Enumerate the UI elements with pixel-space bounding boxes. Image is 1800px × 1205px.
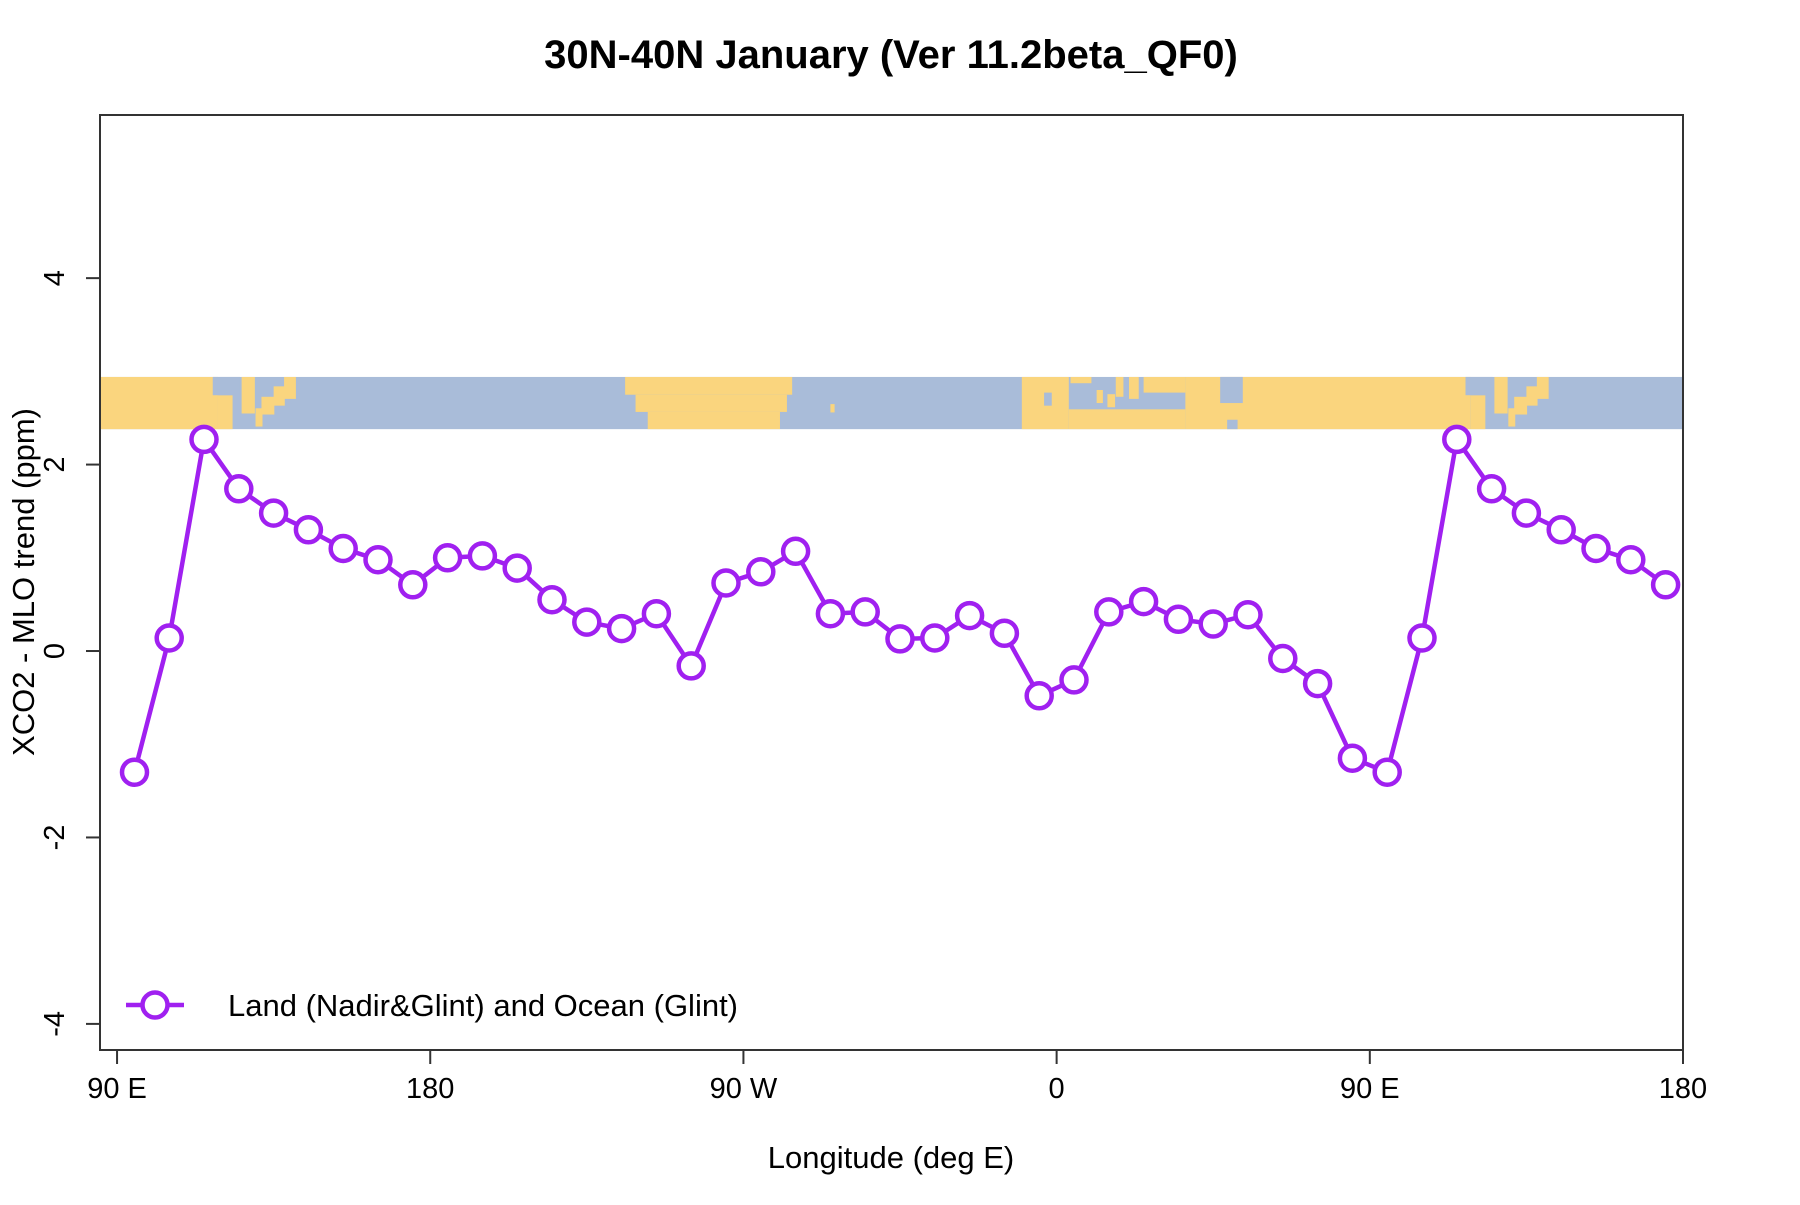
data-point-marker (606, 613, 637, 644)
legend: Land (Nadir&Glint) and Ocean (Glint) (126, 988, 738, 1023)
data-point-marker (815, 598, 846, 629)
data-point-marker (1128, 586, 1159, 617)
data-point-marker (189, 424, 219, 455)
data-point-marker (1024, 681, 1054, 711)
chart-title: 30N-40N January (Ver 11.2beta_QF0) (544, 33, 1238, 77)
map-band (100, 376, 1683, 430)
data-point-marker (467, 541, 498, 571)
map-band-land (1107, 394, 1116, 408)
data-point-marker (1163, 604, 1194, 635)
data-point-marker (1233, 599, 1263, 630)
data-point-marker (502, 553, 532, 583)
map-band-land (273, 386, 285, 406)
data-point-marker (885, 624, 915, 654)
data-point-marker (1442, 424, 1472, 455)
map-band-land (1143, 376, 1186, 393)
x-tick-label: 90 E (1340, 1073, 1400, 1105)
data-point-marker (1302, 668, 1333, 699)
data-point-marker (1581, 533, 1611, 564)
data-point-marker (1094, 597, 1124, 627)
data-point-marker (954, 600, 985, 631)
map-band-land (635, 394, 787, 412)
y-axis-label: XCO2 - MLO trend (ppm) (6, 408, 41, 756)
data-point-marker (1337, 743, 1368, 773)
data-point-marker (119, 757, 150, 787)
data-point-marker (328, 533, 358, 564)
map-band-land (1526, 386, 1538, 406)
map-band-land (261, 396, 275, 415)
map-band-ocean-patch (1227, 419, 1238, 430)
data-point-marker (989, 618, 1020, 649)
map-band-land (1508, 408, 1516, 427)
data-point-marker (363, 544, 393, 575)
map-band-land (1470, 395, 1486, 430)
data-point-marker (537, 584, 567, 615)
legend-label: Land (Nadir&Glint) and Ocean (Glint) (228, 988, 738, 1023)
map-band-ocean-patch (212, 376, 240, 396)
data-point-marker (1546, 515, 1576, 545)
map-band-land (830, 404, 835, 413)
map-band-land (1070, 376, 1092, 384)
data-point-marker (746, 557, 776, 587)
x-tick-label: 180 (406, 1073, 454, 1105)
data-point-marker (1476, 474, 1507, 504)
data-point-marker (1511, 498, 1542, 528)
data-point-marker (780, 536, 811, 567)
map-band-land (647, 411, 780, 430)
data-point-marker (154, 623, 184, 653)
y-tick-label: -2 (39, 825, 71, 851)
plot-box (99, 114, 1684, 1051)
map-band-ocean-patch (1044, 392, 1052, 406)
map-band-ocean-patch (1465, 376, 1493, 396)
map-band-land (1068, 409, 1186, 430)
map-band-land (1096, 390, 1103, 404)
map-band-land (217, 395, 233, 430)
legend-marker-circle (140, 990, 170, 1020)
map-band-land (1536, 376, 1549, 399)
map-band-land (1129, 376, 1139, 399)
map-band-land (1494, 376, 1508, 414)
y-tick-label: 2 (39, 457, 71, 473)
data-point-marker (1059, 665, 1089, 695)
data-point-marker (1407, 623, 1437, 653)
axes: 90 E 180 90 W 0 90 E 180 4 2 0 -2 -4 (39, 114, 1707, 1105)
data-point-marker (1268, 643, 1298, 674)
data-point-marker (676, 651, 706, 681)
data-point-marker (293, 515, 324, 545)
map-band-land (255, 408, 263, 427)
x-tick-label: 0 (1049, 1073, 1065, 1105)
data-series (119, 424, 1681, 787)
y-tick-label: 0 (39, 643, 71, 659)
map-band-land (1514, 396, 1528, 415)
map-band-land (241, 376, 255, 414)
data-point-marker (258, 498, 289, 528)
x-tick-label: 90 W (710, 1073, 778, 1105)
y-tick-label: -4 (39, 1011, 71, 1037)
data-point-marker (1372, 757, 1402, 787)
data-point-marker (572, 607, 602, 637)
data-point-marker (432, 543, 463, 573)
data-point-marker (1650, 570, 1681, 600)
x-axis-label: Longitude (deg E) (768, 1140, 1014, 1175)
data-point-marker (224, 474, 254, 504)
data-point-marker (398, 570, 428, 600)
map-band-land (625, 376, 793, 395)
data-point-marker (711, 568, 741, 598)
data-point-marker (1616, 544, 1646, 575)
data-point-marker (641, 598, 672, 629)
data-line (132, 437, 1668, 775)
map-band-ocean-patch (1220, 376, 1243, 404)
map-band-land (100, 376, 218, 430)
map-band-land (284, 376, 296, 399)
data-point-marker (920, 623, 950, 653)
x-tick-label: 180 (1659, 1073, 1707, 1105)
data-point-marker (850, 597, 880, 627)
y-tick-label: 4 (39, 270, 71, 286)
map-band-land (1115, 376, 1124, 397)
data-point-marker (1198, 609, 1228, 639)
x-tick-label: 90 E (87, 1073, 147, 1105)
